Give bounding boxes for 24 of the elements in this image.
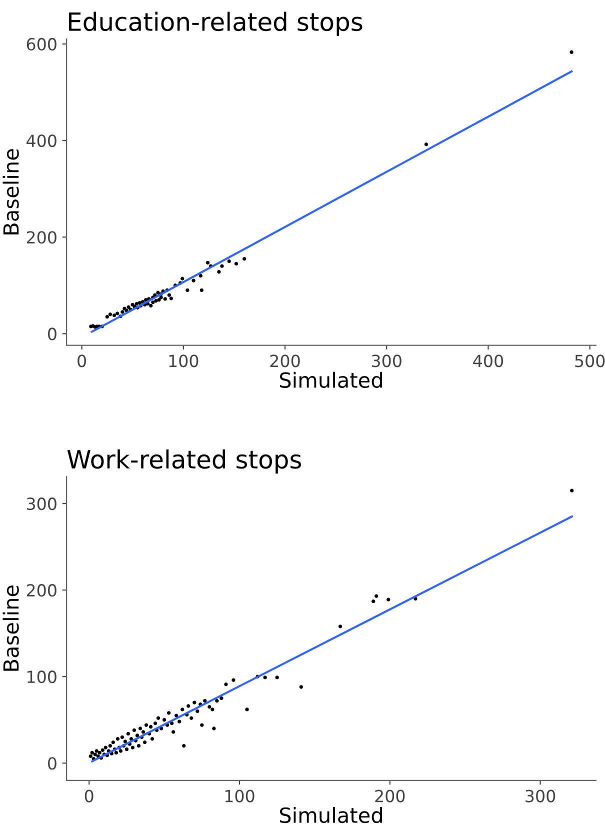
y-tick-label: 100 — [28, 670, 56, 684]
y-axis-title: Baseline — [2, 149, 19, 234]
y-tick-label: 600 — [26, 38, 56, 50]
x-tick-label: 0 — [78, 354, 86, 368]
y-tick-label: 400 — [26, 134, 56, 148]
x-tick-label: 200 — [270, 354, 300, 368]
y-tick-label: 200 — [26, 584, 56, 597]
y-axis-title: Baseline — [2, 586, 19, 671]
x-tick-label: 500 — [575, 354, 605, 368]
x-tick-label: 300 — [526, 790, 556, 802]
x-tick-label: 100 — [225, 790, 254, 802]
x-tick-label: 300 — [372, 354, 402, 368]
x-tick-label: 0 — [84, 790, 94, 802]
x-axis-title: Simulated — [280, 372, 382, 388]
x-axis-title: Simulated — [280, 806, 382, 824]
y-tick-label: 200 — [26, 231, 56, 244]
x-tick-label: 100 — [169, 354, 198, 368]
y-tick-label: 300 — [26, 498, 56, 510]
x-tick-label: 400 — [473, 354, 504, 368]
chart-title: Education-related stops — [69, 12, 362, 36]
x-tick-label: 200 — [375, 790, 405, 802]
y-tick-label: 0 — [48, 757, 56, 770]
chart-title: Work-related stops — [67, 449, 302, 474]
y-tick-label: 0 — [48, 328, 56, 340]
